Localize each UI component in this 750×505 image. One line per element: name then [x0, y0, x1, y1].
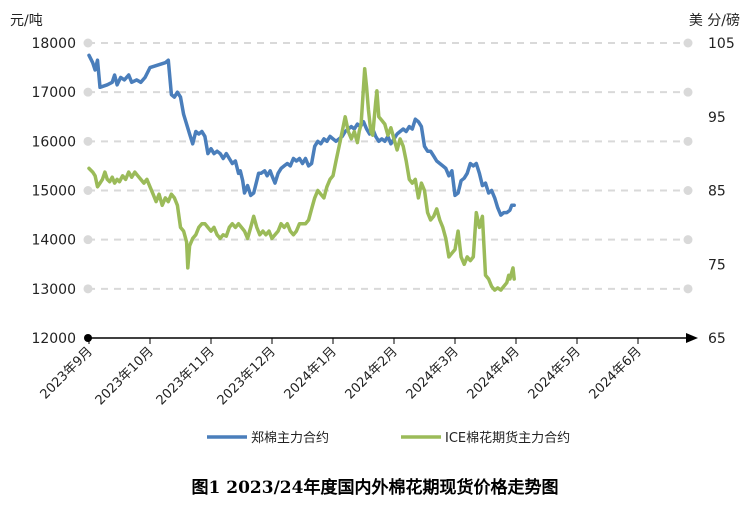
- x-tick-label: 2023年12月: [215, 344, 279, 408]
- grid-end-dot: [683, 87, 693, 97]
- series-lines: [87, 53, 516, 292]
- x-axis-arrow: [686, 333, 698, 343]
- grid-end-dot: [683, 235, 693, 245]
- grid-lines: [83, 38, 693, 294]
- y-tick-label-right: 65: [708, 331, 726, 347]
- y-tick-label-left: 14000: [31, 233, 76, 249]
- right-axis-unit: 美 分/磅: [689, 12, 740, 29]
- x-tick-label: 2024年5月: [526, 344, 584, 402]
- left-axis-unit: 元/吨: [10, 13, 43, 29]
- y-tick-label-left: 13000: [31, 282, 76, 298]
- x-tick-label: 2023年10月: [93, 344, 157, 408]
- grid-end-dot: [83, 87, 93, 97]
- x-tick-label: 2024年2月: [343, 344, 401, 402]
- x-tick-label: 2024年3月: [404, 344, 462, 402]
- y-tick-label-left: 15000: [31, 184, 76, 200]
- legend: 郑棉主力合约 ICE棉花期货主力合约: [207, 430, 570, 446]
- series-line-zce: [87, 53, 516, 217]
- grid-end-dot: [683, 136, 693, 146]
- legend-label-zce: 郑棉主力合约: [251, 431, 329, 446]
- y-tick-label-left: 18000: [31, 36, 76, 52]
- y-tick-label-left: 12000: [31, 331, 76, 347]
- grid-end-dot: [83, 235, 93, 245]
- grid-end-dot: [83, 284, 93, 294]
- y-tick-label-right: 95: [708, 110, 726, 126]
- grid-end-dot: [83, 38, 93, 48]
- y-tick-label-left: 17000: [31, 85, 76, 101]
- series-line-ice: [87, 67, 516, 292]
- x-axis-start-dot: [84, 334, 92, 342]
- y-tick-label-right: 85: [708, 184, 726, 200]
- grid-end-dot: [683, 284, 693, 294]
- y-tick-label-left: 16000: [31, 134, 76, 150]
- x-tick-label: 2023年9月: [38, 344, 96, 402]
- grid-end-dot: [83, 136, 93, 146]
- x-tick-label: 2024年4月: [465, 344, 523, 402]
- x-tick-label: 2023年11月: [154, 344, 218, 408]
- grid-end-dot: [83, 186, 93, 195]
- chart-caption: 图1 2023/24年度国内外棉花期现货价格走势图: [192, 477, 559, 498]
- legend-label-ice: ICE棉花期货主力合约: [445, 430, 570, 446]
- grid-end-dot: [683, 186, 693, 195]
- y-tick-label-right: 75: [708, 257, 726, 273]
- grid-end-dot: [683, 38, 693, 48]
- x-axis: [84, 333, 698, 343]
- right-y-ticks: 65 75 85 95 105: [708, 36, 735, 347]
- y-tick-label-right: 105: [708, 36, 735, 52]
- x-tick-label: 2024年1月: [282, 344, 340, 402]
- x-tick-label: 2024年6月: [587, 344, 645, 402]
- left-y-ticks: 12000 13000 14000 15000 16000 17000 18000: [31, 36, 76, 347]
